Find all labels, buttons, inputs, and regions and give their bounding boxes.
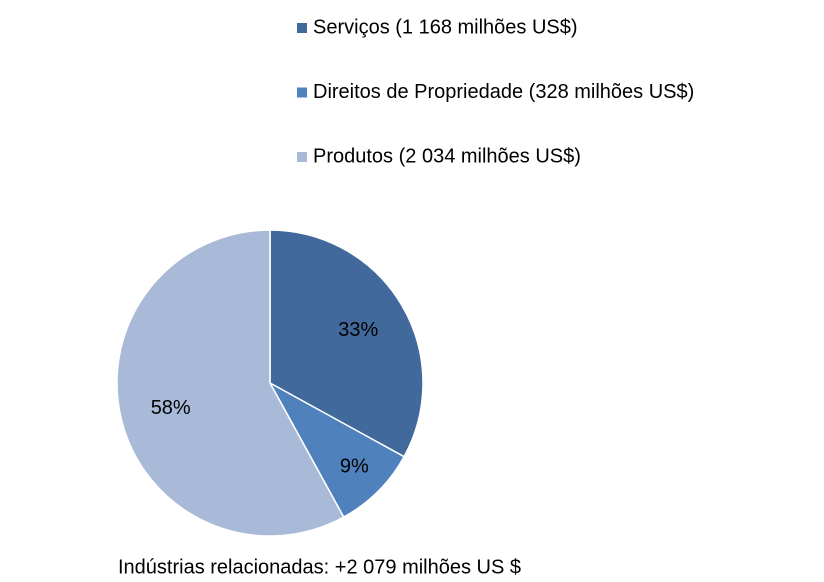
legend-label: Direitos de Propriedade (328 milhões US$…	[313, 81, 694, 103]
legend-marker	[297, 152, 307, 162]
data-label: 33%	[338, 319, 378, 341]
legend-label: Serviços (1 168 milhões US$)	[313, 16, 578, 38]
legend-marker	[297, 23, 307, 33]
pie-slice	[116, 229, 345, 537]
legend-marker	[297, 87, 307, 98]
legend-label: Produtos (2 034 milhões US$)	[313, 145, 581, 167]
pie-slice	[269, 229, 424, 458]
data-label: 9%	[340, 456, 369, 478]
annotation: Indústrias relacionadas: +2 079 milhões …	[118, 556, 521, 578]
data-label: 58%	[151, 397, 191, 419]
pie-slice	[268, 381, 406, 519]
